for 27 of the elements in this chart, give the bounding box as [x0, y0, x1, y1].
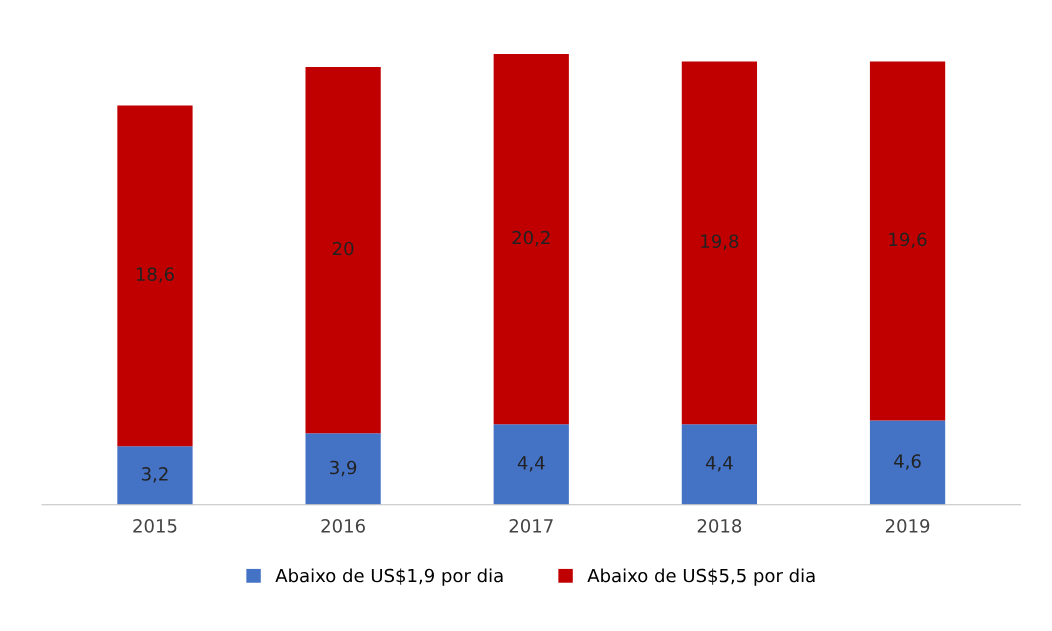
x-tick-label: 2015	[133, 519, 177, 533]
data-label: 20,2	[512, 230, 550, 247]
bar	[305, 433, 381, 505]
data-label: 18,6	[136, 267, 174, 283]
data-label: 19,8	[701, 234, 739, 250]
x-tick-label: 2018	[697, 519, 742, 533]
data-label: 20	[332, 241, 354, 256]
bar	[117, 446, 193, 505]
bar	[493, 424, 569, 505]
legend-label: Abaixo de US$5,5 por dia	[587, 568, 815, 586]
data-label: 3,2	[141, 467, 168, 483]
data-label: 4,4	[517, 456, 545, 472]
data-label: 3,9	[330, 460, 357, 477]
data-label: 4,4	[705, 456, 733, 472]
bar	[117, 105, 193, 447]
bar	[869, 420, 946, 505]
bar	[681, 61, 758, 425]
legend-label: Abaixo de US$1,9 por dia	[275, 568, 503, 586]
bar	[681, 424, 758, 505]
x-tick-label: 2017	[509, 519, 553, 533]
x-tick-label: 2016	[321, 519, 365, 533]
data-label: 19,6	[889, 232, 927, 249]
bar	[493, 54, 569, 425]
bar	[869, 61, 946, 421]
x-tick-label: 2019	[885, 519, 930, 533]
bar	[305, 66, 381, 434]
data-label: 4,6	[894, 454, 921, 470]
